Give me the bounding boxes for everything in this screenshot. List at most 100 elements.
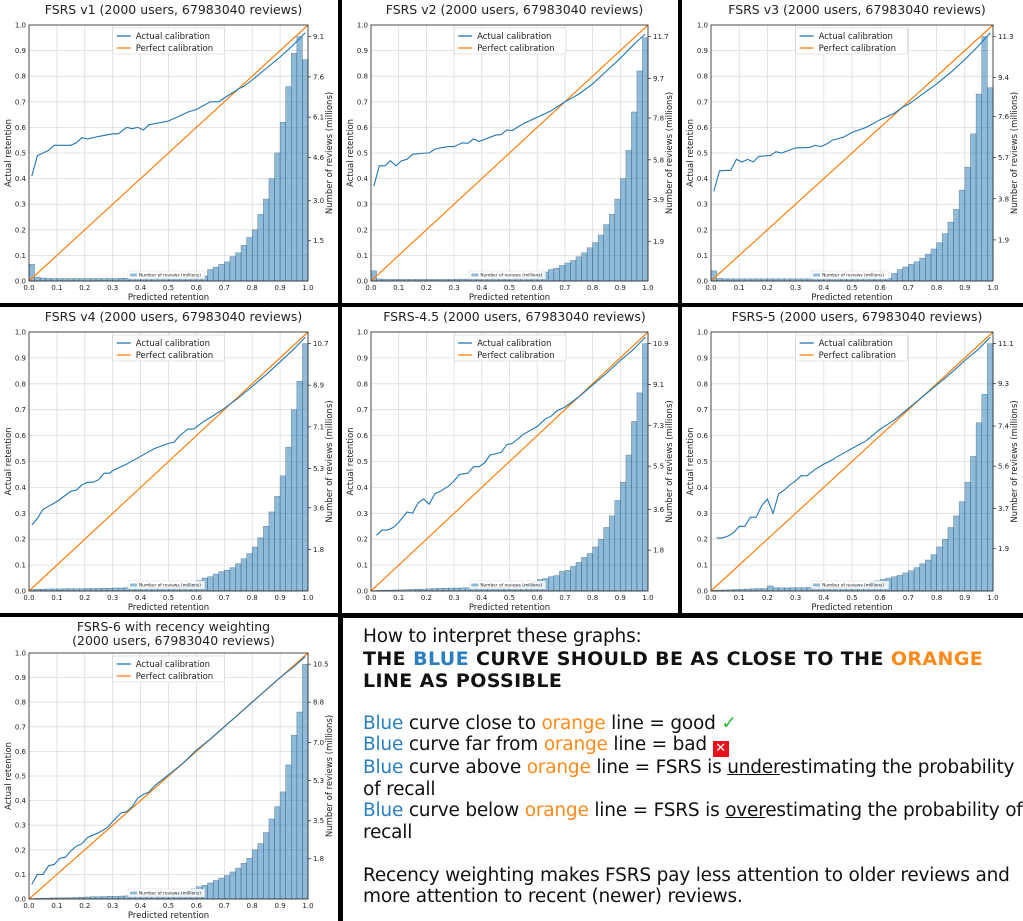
histogram-bar: [636, 392, 643, 592]
line-text: curve far from: [403, 734, 544, 756]
line-text: estimating the probability of recall: [363, 800, 1023, 843]
histogram-bar: [118, 895, 125, 900]
rule-blue: BLUE: [413, 647, 469, 670]
y-tick-label: 0.2: [15, 536, 26, 544]
y-tick-label: 0.6: [15, 432, 27, 440]
legend-box: [795, 334, 908, 362]
x-tick-label: 0.8: [247, 902, 258, 910]
actual-calibration-curve: [713, 32, 991, 192]
word-blue: Blue: [363, 757, 404, 779]
histogram-bar: [235, 563, 242, 592]
guide-line-good: Blue curve close to orange line = good ✓: [363, 713, 1023, 735]
histogram-bar: [246, 553, 253, 592]
histogram-bar: [642, 343, 649, 592]
y-tick-label: 0.3: [697, 510, 708, 518]
x-tick-label: 0.4: [476, 284, 488, 292]
y2-tick-label: 1.8: [313, 855, 324, 863]
plot-frame: [28, 331, 309, 592]
histogram-bar: [279, 475, 286, 592]
y2-tick-label: 8.8: [313, 699, 324, 707]
actual-calibration-curve: [376, 336, 646, 536]
hist-legend-label: Number of reviews (millions): [480, 583, 542, 589]
x-tick-label: 0.9: [275, 284, 286, 292]
x-tick-label: 0.1: [734, 594, 745, 602]
chart-legend: Actual calibration Perfect calibration: [453, 334, 567, 362]
y-tick-label: 0.8: [15, 699, 26, 707]
histogram-bar: [896, 575, 904, 592]
y2-tick-label: 7.3: [653, 422, 664, 430]
chart-panel: FSRS v2 (2000 users, 67983040 reviews) 0.…: [342, 0, 678, 303]
x-tick-label: 0.5: [163, 284, 174, 292]
legend-actual-label: Actual calibration: [819, 339, 893, 349]
histogram-bar: [548, 269, 555, 282]
histogram-legend: Number of reviews (millions): [127, 888, 205, 898]
hist-legend-swatch: [130, 583, 138, 587]
legend-actual-label: Actual calibration: [136, 660, 210, 670]
y-tick-label: 1.0: [15, 329, 26, 337]
y-tick-label: 0.0: [697, 588, 708, 596]
histogram-bar: [257, 214, 264, 282]
histogram-bar: [795, 587, 802, 592]
guide-line-above: Blue curve above orange line = FSRS is u…: [363, 757, 1023, 800]
histogram-bar: [603, 224, 610, 282]
x-tick-label: 0.2: [762, 594, 773, 602]
plot-frame: [28, 24, 309, 282]
x-tick-label: 0.3: [107, 902, 118, 910]
calibration-chart: FSRS v4 (2000 users, 67983040 reviews) 0.…: [4, 309, 335, 613]
legend-actual-label: Actual calibration: [136, 339, 210, 349]
histogram-bar: [902, 572, 909, 592]
histogram-bar: [34, 276, 41, 282]
y-tick-label: 0.2: [697, 226, 708, 234]
y-tick-label: 0.5: [15, 150, 26, 158]
histogram-bar: [112, 896, 119, 900]
y2-tick-label: 5.8: [653, 156, 664, 164]
x-tick-label: 0.7: [559, 594, 570, 602]
x-tick-label: 0.2: [79, 284, 90, 292]
y2-tick-label: 9.1: [313, 33, 324, 41]
y-tick-label: 0.8: [15, 380, 26, 388]
calibration-chart: FSRS v3 (2000 users, 67983040 reviews) 0.…: [686, 2, 1020, 303]
x-tick-label: 0.4: [476, 594, 488, 602]
x-tick-label: 0.7: [219, 284, 230, 292]
word-blue: Blue: [363, 734, 404, 756]
y-tick-label: 0.4: [15, 175, 27, 183]
histogram-bar: [218, 571, 225, 592]
y-tick-label: 0.2: [15, 226, 26, 234]
histogram-bar: [636, 70, 643, 282]
histogram-bar: [268, 511, 275, 592]
y-tick-label: 1.0: [15, 22, 26, 30]
x-tick-label: 0.3: [449, 284, 460, 292]
histogram-bar: [953, 209, 960, 282]
histogram-bar: [453, 587, 460, 592]
histogram-bar: [229, 256, 236, 282]
word-orange: orange: [524, 800, 589, 822]
legend-box: [453, 27, 567, 55]
legend-actual-label: Actual calibration: [477, 339, 551, 349]
histogram-bar: [581, 557, 588, 592]
hist-legend-label: Number of reviews (millions): [822, 273, 884, 279]
histogram-bar: [302, 59, 309, 282]
chart-legend: Actual calibration Perfect calibration: [112, 27, 225, 55]
y-tick-label: 0.2: [15, 846, 26, 854]
histogram-bar: [919, 563, 926, 592]
histogram-bar: [958, 189, 966, 282]
chart-panel: FSRS-4.5 (2000 users, 67983040 reviews) 0…: [342, 307, 678, 613]
histogram-legend: Number of reviews (millions): [127, 580, 205, 590]
histogram-bar: [570, 260, 577, 282]
y2-tick-label: 8.9: [313, 382, 324, 390]
y-tick-label: 0.9: [697, 354, 708, 362]
chart-panel: FSRS v1 (2000 users, 67983040 reviews) 0.…: [0, 0, 338, 303]
histogram-bar: [118, 278, 125, 282]
y2-tick-label: 5.6: [998, 463, 1010, 471]
perfect-calibration-line: [28, 24, 309, 282]
chart-title: FSRS v2 (2000 users, 67983040 reviews): [386, 2, 644, 17]
histogram-bar: [767, 585, 774, 592]
histogram-bar: [442, 588, 449, 592]
legend-perfect-label: Perfect calibration: [136, 44, 213, 54]
x-tick-label: 1.0: [987, 284, 998, 292]
histogram-bar: [235, 252, 242, 282]
calibration-chart: FSRS v2 (2000 users, 67983040 reviews) 0.…: [346, 2, 675, 303]
y-tick-label: 0.1: [15, 252, 26, 260]
y-tick-label: 0.2: [357, 536, 368, 544]
plot-frame: [710, 331, 994, 592]
